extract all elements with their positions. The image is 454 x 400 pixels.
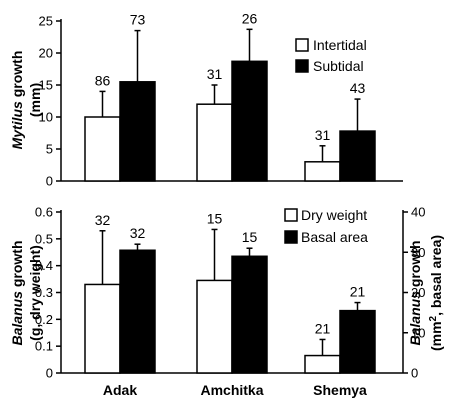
balanus-right-y-tick-label: 30 [411,245,425,260]
balanus-bar-dry-weight-amchitka [196,279,233,374]
balanus-right-y-axis-label: Balanus growth [407,240,423,345]
x-category-label-adak: Adak [103,382,137,398]
balanus-n-label-basal-area-adak: 32 [130,225,146,241]
balanus-y-tick-label: 0.6 [35,205,53,220]
balanus-y-tick-label: 0.3 [35,285,53,300]
balanus-right-y-axis-unit: (mm2, basal area) [428,235,444,351]
balanus-bar-basal-area-amchitka [231,255,268,374]
mytilus-y-tick-label: 5 [46,142,53,157]
mytilus-n-label-intertidal-amchitka: 31 [207,66,223,82]
balanus-legend: Dry weight Basal area [284,207,368,245]
mytilus-bar-intertidal-amchitka [196,103,233,182]
balanus-bar-dry-weight-shemya [304,354,341,374]
mytilus-legend: Intertidal Subtidal [295,37,367,74]
mytilus-growth-chart: Mytilus growth (mm) Intertidal Subtidal … [9,10,403,189]
balanus-n-label-dry-weight-shemya: 21 [315,320,331,336]
mytilus-y-tick-label: 25 [39,14,53,29]
mytilus-bar-intertidal-shemya [304,161,341,182]
mytilus-y-axis-label: Mytilus growth [9,51,25,150]
balanus-y-tick-label: 0.4 [35,258,53,273]
legend-swatch-dry-weight [284,208,298,222]
balanus-growth-chart: Balanus growth (g, dry weight) Balanus g… [9,205,444,399]
balanus-bar-basal-area-adak [119,249,156,374]
mytilus-n-label-subtidal-shemya: 43 [350,80,366,96]
legend-label-basal-area: Basal area [301,229,368,245]
mytilus-y-tick-label: 10 [39,110,53,125]
mytilus-y-tick-label: 15 [39,78,53,93]
mytilus-y-tick-label: 20 [39,46,53,61]
x-category-label-shemya: Shemya [313,382,367,398]
mytilus-bar-subtidal-amchitka [231,60,268,182]
balanus-y-tick-label: 0.2 [35,312,53,327]
legend-swatch-intertidal [295,38,309,52]
balanus-right-y-tick-label: 20 [411,285,425,300]
mytilus-n-label-intertidal-adak: 86 [95,72,111,88]
balanus-y-axis-label: Balanus growth [9,240,25,345]
balanus-y-tick-label: 0.1 [35,339,53,354]
mytilus-bar-subtidal-adak [119,81,156,182]
mytilus-y-axis-unit: (mm) [27,83,43,117]
balanus-n-label-basal-area-shemya: 21 [350,284,366,300]
mytilus-n-label-subtidal-adak: 73 [130,12,146,28]
balanus-n-label-basal-area-amchitka: 15 [242,229,258,245]
balanus-bar-basal-area-shemya [339,309,376,374]
mytilus-n-label-subtidal-amchitka: 26 [242,10,258,26]
balanus-right-y-tick-label: 10 [411,325,425,340]
legend-swatch-basal-area [284,230,298,244]
mytilus-y-tick-label: 0 [46,174,53,189]
mytilus-bar-intertidal-adak [84,116,121,182]
mytilus-n-label-intertidal-shemya: 31 [315,127,331,143]
legend-swatch-subtidal [295,59,309,73]
balanus-y-tick-label: 0.5 [35,231,53,246]
balanus-n-label-dry-weight-adak: 32 [95,212,111,228]
balanus-right-y-tick-label: 0 [411,366,418,381]
legend-label-dry-weight: Dry weight [301,207,367,223]
legend-label-intertidal: Intertidal [313,37,367,53]
balanus-n-label-dry-weight-amchitka: 15 [207,210,223,226]
balanus-right-y-tick-label: 40 [411,205,425,220]
balanus-y-tick-label: 0 [46,366,53,381]
balanus-y-axis-unit: (g, dry weight) [27,245,43,341]
mytilus-bar-subtidal-shemya [339,130,376,182]
x-category-label-amchitka: Amchitka [200,382,263,398]
balanus-bar-dry-weight-adak [84,283,121,374]
legend-label-subtidal: Subtidal [313,58,364,74]
